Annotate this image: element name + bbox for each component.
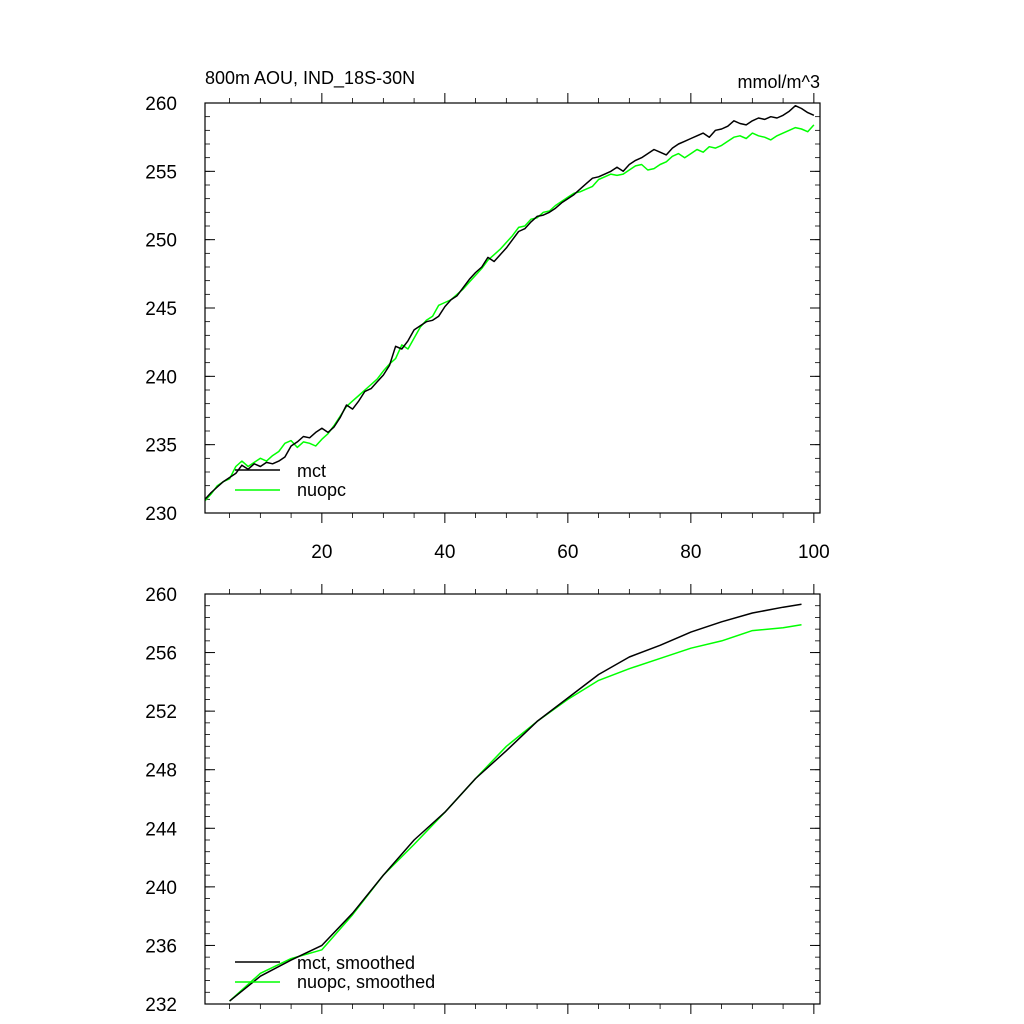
top-plot-frame — [204, 102, 821, 514]
y-tick-label: 244 — [145, 819, 177, 840]
y-tick-label: 235 — [145, 436, 177, 457]
series-line-nuopc-smoothed — [229, 624, 802, 1002]
legend-label-mct: mct — [297, 461, 326, 481]
top-panel: 230 235 240 245 250 255 260 20 40 60 80 100 800m A… — [145, 68, 829, 563]
top-chart-units: mmol/m^3 — [738, 72, 820, 92]
y-tick-label: 260 — [145, 585, 177, 606]
y-tick-label: 245 — [145, 299, 177, 320]
x-tick-label: 40 — [434, 542, 455, 563]
x-tick-label: 80 — [680, 542, 701, 563]
bottom-y-tick-labels: 232 236 240 244 248 252 256 260 — [145, 585, 177, 1016]
legend-label-mct-smoothed: mct, smoothed — [297, 953, 415, 973]
y-tick-label: 255 — [145, 162, 177, 183]
y-tick-label: 236 — [145, 936, 177, 957]
bottom-series-lines — [229, 603, 802, 1002]
series-line-mct — [204, 104, 815, 500]
y-tick-label: 248 — [145, 761, 177, 782]
y-tick-label: 232 — [145, 995, 177, 1016]
y-tick-label: 256 — [145, 644, 177, 665]
top-ticks — [205, 93, 820, 523]
top-x-tick-labels: 20 40 60 80 100 — [311, 542, 829, 563]
x-tick-label: 20 — [311, 542, 332, 563]
y-tick-label: 230 — [145, 504, 177, 525]
top-y-tick-labels: 230 235 240 245 250 255 260 — [145, 94, 177, 525]
bottom-ticks — [205, 584, 820, 1014]
series-line-nuopc — [204, 124, 815, 502]
y-tick-label: 250 — [145, 231, 177, 252]
top-legend: mct nuopc — [235, 461, 346, 500]
legend-label-nuopc: nuopc — [297, 480, 346, 500]
series-line-mct-smoothed — [229, 603, 802, 1002]
top-series-lines — [204, 104, 815, 502]
y-tick-label: 240 — [145, 367, 177, 388]
y-tick-label: 252 — [145, 702, 177, 723]
y-tick-label: 240 — [145, 878, 177, 899]
y-tick-label: 260 — [145, 94, 177, 115]
top-chart-title: 800m AOU, IND_18S-30N — [205, 68, 415, 89]
bottom-plot-frame — [204, 593, 821, 1005]
bottom-panel: 232 236 240 244 248 252 256 260 mct, smoothed n… — [145, 584, 821, 1016]
bottom-legend: mct, smoothed nuopc, smoothed — [235, 953, 435, 992]
legend-label-nuopc-smoothed: nuopc, smoothed — [297, 972, 435, 992]
x-tick-label: 100 — [798, 542, 830, 563]
x-tick-label: 60 — [557, 542, 578, 563]
